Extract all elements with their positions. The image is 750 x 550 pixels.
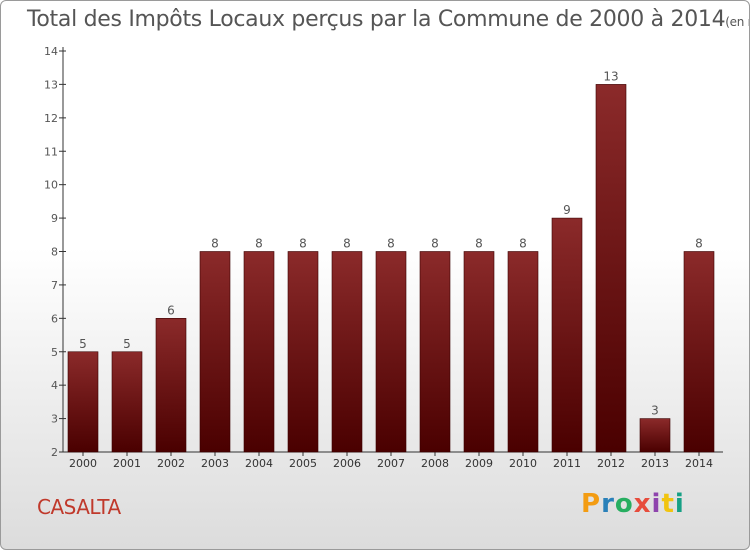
bar-value-label: 8 bbox=[343, 237, 351, 251]
bar bbox=[551, 217, 583, 453]
x-tick-label: 2006 bbox=[333, 457, 361, 470]
y-tick-label: 4 bbox=[51, 379, 58, 392]
y-tick-label: 9 bbox=[51, 212, 58, 225]
x-tick-label: 2002 bbox=[157, 457, 185, 470]
y-tick-label: 3 bbox=[51, 413, 58, 426]
bar-value-label: 8 bbox=[299, 237, 307, 251]
y-tick-label: 5 bbox=[51, 346, 58, 359]
bar-value-label: 13 bbox=[603, 69, 618, 83]
logo-letter: i bbox=[674, 489, 685, 519]
chart-title: Total des Impôts Locaux perçus par la Co… bbox=[27, 7, 749, 32]
bar bbox=[419, 251, 451, 453]
y-tick-label: 10 bbox=[44, 179, 58, 192]
bar-value-label: 3 bbox=[651, 404, 659, 418]
bar-value-label: 6 bbox=[167, 303, 175, 317]
x-tick-label: 2013 bbox=[641, 457, 669, 470]
logo-letter: x bbox=[633, 489, 652, 519]
bar-value-label: 5 bbox=[79, 337, 87, 351]
chart-bars bbox=[67, 84, 715, 453]
y-tick-label: 11 bbox=[44, 145, 58, 158]
chart-title-text: Total des Impôts Locaux perçus par la Co… bbox=[27, 7, 726, 32]
x-tick-label: 2012 bbox=[597, 457, 625, 470]
x-tick-label: 2001 bbox=[113, 457, 141, 470]
bar-value-label: 8 bbox=[695, 237, 703, 251]
bar-value-label: 8 bbox=[519, 237, 527, 251]
bar bbox=[155, 318, 187, 453]
commune-name: CASALTA bbox=[37, 495, 121, 519]
bar bbox=[243, 251, 275, 453]
bar bbox=[683, 251, 715, 453]
bar bbox=[287, 251, 319, 453]
bar bbox=[375, 251, 407, 453]
bar-value-label: 8 bbox=[431, 237, 439, 251]
y-tick-label: 14 bbox=[44, 45, 58, 58]
x-tick-label: 2007 bbox=[377, 457, 405, 470]
x-tick-label: 2003 bbox=[201, 457, 229, 470]
x-tick-label: 2011 bbox=[553, 457, 581, 470]
y-tick-label: 6 bbox=[51, 312, 58, 325]
bar bbox=[111, 351, 143, 453]
bar bbox=[463, 251, 495, 453]
bar bbox=[639, 418, 671, 453]
bar bbox=[507, 251, 539, 453]
logo-letter: o bbox=[614, 489, 634, 519]
chart-unit: (en milliers d'€) bbox=[725, 15, 749, 29]
bar bbox=[331, 251, 363, 453]
y-tick-label: 12 bbox=[44, 112, 58, 125]
logo-letter: t bbox=[661, 489, 675, 519]
x-tick-label: 2009 bbox=[465, 457, 493, 470]
y-tick-label: 13 bbox=[44, 78, 58, 91]
bar bbox=[199, 251, 231, 453]
x-tick-label: 2014 bbox=[685, 457, 713, 470]
bar bbox=[67, 351, 99, 453]
logo-letter: r bbox=[601, 489, 615, 519]
x-tick-label: 2000 bbox=[69, 457, 97, 470]
bar-value-label: 9 bbox=[563, 203, 571, 217]
bar-value-label: 8 bbox=[387, 237, 395, 251]
bar bbox=[595, 84, 627, 453]
x-tick-label: 2010 bbox=[509, 457, 537, 470]
logo-letter: P bbox=[581, 489, 602, 519]
bar-value-label: 8 bbox=[255, 237, 263, 251]
bar-value-label: 5 bbox=[123, 337, 131, 351]
logo-letter: i bbox=[651, 489, 662, 519]
chart-labels: 5 2000 5 2001 6 2002 8 2003 8 2004 8 2005 8 2006 8 2007… bbox=[69, 69, 713, 470]
y-tick-label: 8 bbox=[51, 246, 58, 259]
x-tick-label: 2004 bbox=[245, 457, 273, 470]
proxiti-logo[interactable]: Proxiti bbox=[581, 489, 685, 519]
y-tick-label: 7 bbox=[51, 279, 58, 292]
x-tick-label: 2005 bbox=[289, 457, 317, 470]
x-tick-label: 2008 bbox=[421, 457, 449, 470]
y-tick-label: 2 bbox=[51, 446, 58, 459]
bar-value-label: 8 bbox=[475, 237, 483, 251]
bar-value-label: 8 bbox=[211, 237, 219, 251]
